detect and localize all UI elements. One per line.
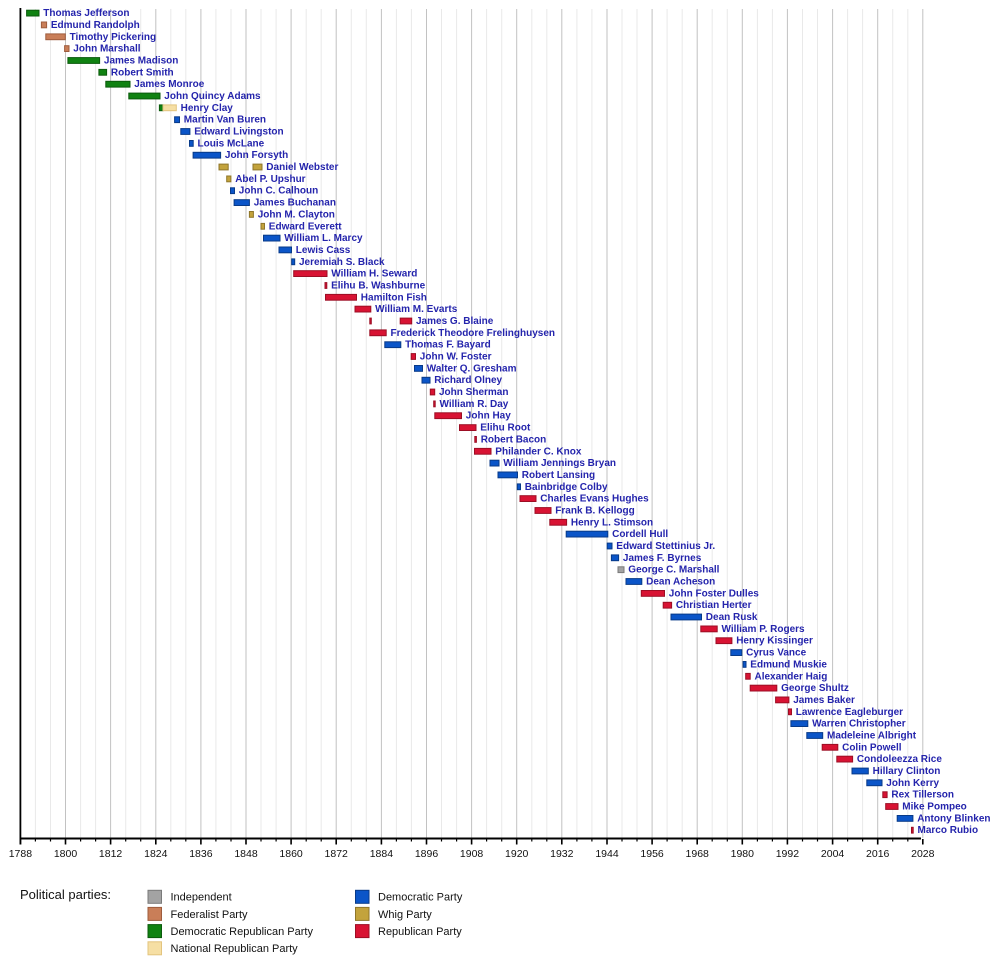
svg-text:John C. Calhoun: John C. Calhoun: [239, 186, 318, 197]
svg-text:Philander C. Knox: Philander C. Knox: [495, 446, 582, 457]
svg-text:Jeremiah S. Black: Jeremiah S. Black: [299, 257, 385, 268]
svg-text:Political parties:: Political parties:: [20, 887, 111, 902]
svg-text:Thomas Jefferson: Thomas Jefferson: [43, 8, 129, 19]
svg-text:Frederick Theodore Frelinghuys: Frederick Theodore Frelinghuysen: [391, 328, 555, 339]
svg-text:John Quincy Adams: John Quincy Adams: [164, 91, 261, 102]
svg-text:William L. Marcy: William L. Marcy: [284, 233, 363, 244]
svg-text:Henry Kissinger: Henry Kissinger: [736, 636, 813, 647]
svg-text:1824: 1824: [144, 848, 168, 860]
svg-text:Lewis Cass: Lewis Cass: [296, 245, 351, 256]
svg-text:1968: 1968: [686, 848, 710, 860]
svg-text:2004: 2004: [821, 848, 845, 860]
svg-text:1896: 1896: [415, 848, 439, 860]
svg-text:John Forsyth: John Forsyth: [225, 150, 288, 161]
svg-text:Lawrence Eagleburger: Lawrence Eagleburger: [796, 707, 903, 718]
svg-text:Timothy Pickering: Timothy Pickering: [70, 32, 157, 43]
svg-text:Hillary Clinton: Hillary Clinton: [873, 766, 941, 777]
svg-text:William Jennings Bryan: William Jennings Bryan: [503, 458, 616, 469]
svg-text:1800: 1800: [54, 848, 78, 860]
svg-text:Colin Powell: Colin Powell: [842, 742, 902, 753]
svg-text:Robert Lansing: Robert Lansing: [522, 470, 595, 481]
svg-text:Richard Olney: Richard Olney: [434, 375, 502, 386]
svg-text:Democratic Republican Party: Democratic Republican Party: [171, 926, 314, 938]
svg-text:James Madison: James Madison: [104, 56, 178, 67]
svg-text:1956: 1956: [640, 848, 664, 860]
svg-text:Mike Pompeo: Mike Pompeo: [902, 802, 966, 813]
svg-text:Cyrus Vance: Cyrus Vance: [746, 648, 806, 659]
svg-text:Edward Livingston: Edward Livingston: [194, 127, 283, 138]
svg-text:1908: 1908: [460, 848, 484, 860]
svg-text:William R. Day: William R. Day: [440, 399, 509, 410]
svg-text:1788: 1788: [9, 848, 33, 860]
svg-text:Louis McLane: Louis McLane: [198, 138, 265, 149]
svg-text:John Marshall: John Marshall: [73, 44, 140, 55]
svg-text:Robert Smith: Robert Smith: [111, 67, 174, 78]
svg-text:George Shultz: George Shultz: [781, 683, 849, 694]
svg-text:1932: 1932: [550, 848, 574, 860]
svg-text:Rex Tillerson: Rex Tillerson: [891, 790, 954, 801]
svg-text:2028: 2028: [911, 848, 935, 860]
svg-text:Alexander Haig: Alexander Haig: [755, 671, 828, 682]
svg-text:Whig Party: Whig Party: [378, 909, 432, 921]
svg-text:James Monroe: James Monroe: [134, 79, 204, 90]
svg-text:1884: 1884: [370, 848, 394, 860]
svg-text:William P. Rogers: William P. Rogers: [722, 624, 806, 635]
svg-text:Federalist Party: Federalist Party: [171, 909, 249, 921]
svg-text:Independent: Independent: [171, 892, 232, 904]
svg-text:Condoleezza Rice: Condoleezza Rice: [857, 754, 942, 765]
svg-text:Edmund Randolph: Edmund Randolph: [51, 20, 140, 31]
svg-text:1944: 1944: [595, 848, 619, 860]
svg-text:Edward Everett: Edward Everett: [269, 221, 342, 232]
svg-text:John Hay: John Hay: [466, 411, 511, 422]
svg-text:National Republican Party: National Republican Party: [171, 943, 299, 955]
svg-text:James G. Blaine: James G. Blaine: [416, 316, 494, 327]
svg-text:Daniel Webster: Daniel Webster: [266, 162, 338, 173]
svg-text:Democratic Party: Democratic Party: [378, 892, 463, 904]
svg-text:Dean Acheson: Dean Acheson: [646, 577, 715, 588]
svg-text:Madeleine Albright: Madeleine Albright: [827, 731, 917, 742]
svg-text:Republican Party: Republican Party: [378, 926, 462, 938]
svg-text:Abel P. Upshur: Abel P. Upshur: [235, 174, 305, 185]
svg-text:1848: 1848: [234, 848, 258, 860]
svg-text:Robert Bacon: Robert Bacon: [481, 434, 547, 445]
svg-text:1980: 1980: [731, 848, 755, 860]
svg-text:Martin Van Buren: Martin Van Buren: [184, 115, 266, 126]
svg-text:Warren Christopher: Warren Christopher: [812, 719, 906, 730]
svg-text:Elihu B. Washburne: Elihu B. Washburne: [331, 281, 426, 292]
svg-text:Frank B. Kellogg: Frank B. Kellogg: [555, 506, 634, 517]
svg-text:John Foster Dulles: John Foster Dulles: [669, 588, 759, 599]
svg-text:Henry Clay: Henry Clay: [181, 103, 234, 114]
svg-text:1992: 1992: [776, 848, 800, 860]
svg-text:Edward Stettinius Jr.: Edward Stettinius Jr.: [616, 541, 715, 552]
svg-text:George C. Marshall: George C. Marshall: [628, 565, 719, 576]
svg-text:James Buchanan: James Buchanan: [254, 198, 336, 209]
svg-text:Marco Rubio: Marco Rubio: [918, 825, 979, 836]
svg-text:1920: 1920: [505, 848, 529, 860]
svg-text:John Sherman: John Sherman: [439, 387, 508, 398]
svg-text:1872: 1872: [325, 848, 349, 860]
svg-text:John W. Foster: John W. Foster: [420, 352, 492, 363]
svg-text:James F. Byrnes: James F. Byrnes: [623, 553, 702, 564]
svg-text:Christian Herter: Christian Herter: [676, 600, 752, 611]
svg-text:James Baker: James Baker: [793, 695, 855, 706]
svg-text:1860: 1860: [279, 848, 303, 860]
svg-text:John M. Clayton: John M. Clayton: [258, 209, 335, 220]
svg-text:Hamilton Fish: Hamilton Fish: [361, 292, 427, 303]
svg-text:Walter Q. Gresham: Walter Q. Gresham: [427, 363, 517, 374]
svg-text:William M. Evarts: William M. Evarts: [375, 304, 458, 315]
svg-text:William H. Seward: William H. Seward: [331, 269, 417, 280]
svg-text:Cordell Hull: Cordell Hull: [612, 529, 668, 540]
svg-text:1812: 1812: [99, 848, 123, 860]
svg-text:2016: 2016: [866, 848, 890, 860]
svg-text:Elihu Root: Elihu Root: [480, 423, 531, 434]
svg-text:Henry L. Stimson: Henry L. Stimson: [571, 517, 653, 528]
svg-text:Charles Evans Hughes: Charles Evans Hughes: [540, 494, 649, 505]
svg-text:John Kerry: John Kerry: [886, 778, 939, 789]
svg-text:1836: 1836: [189, 848, 213, 860]
svg-text:Bainbridge Colby: Bainbridge Colby: [525, 482, 608, 493]
svg-text:Dean Rusk: Dean Rusk: [706, 612, 758, 623]
svg-text:Edmund Muskie: Edmund Muskie: [750, 659, 827, 670]
svg-text:Antony Blinken: Antony Blinken: [917, 813, 990, 824]
svg-text:Thomas F. Bayard: Thomas F. Bayard: [405, 340, 491, 351]
